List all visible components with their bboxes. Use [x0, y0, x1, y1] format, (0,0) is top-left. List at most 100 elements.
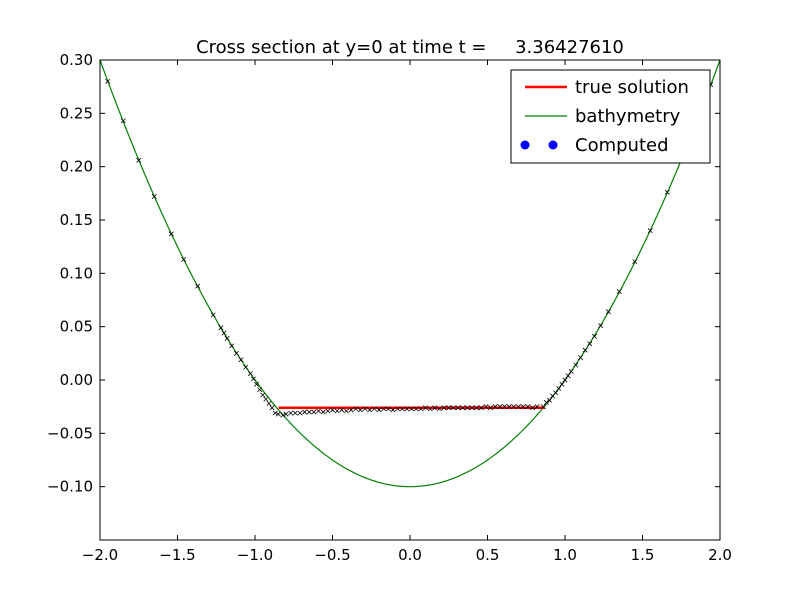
computed-marker	[395, 406, 401, 412]
computed-marker	[316, 408, 322, 414]
computed-marker	[367, 407, 373, 413]
computed-marker	[390, 407, 396, 413]
computed-marker	[543, 399, 549, 405]
computed-marker	[250, 376, 256, 382]
legend-label: true solution	[575, 77, 689, 98]
computed-marker	[218, 325, 224, 331]
computed-marker	[254, 381, 260, 387]
plot-area: −2.0 −1.5 −1.0 −0.5 0.0 0.5 1.0 1.5 2.0 −0.10 −0.0…	[47, 51, 732, 564]
computed-marker	[376, 407, 382, 413]
computed-marker	[371, 406, 377, 412]
computed-marker	[436, 406, 442, 412]
computed-marker	[210, 312, 216, 318]
legend-label: bathymetry	[575, 106, 681, 127]
computed-marker	[413, 406, 419, 412]
computed-marker	[488, 405, 494, 411]
computed-marker	[306, 409, 312, 415]
computed-marker	[582, 347, 588, 353]
computed-marker	[432, 405, 438, 411]
chart-title: Cross section at y=0 at time t = 3.36427…	[196, 37, 624, 58]
bathymetry-curve	[100, 60, 720, 488]
computed-marker	[540, 404, 546, 410]
computed-marker	[399, 406, 405, 412]
computed-marker	[409, 406, 415, 412]
computed-marker	[120, 118, 126, 124]
computed-marker	[616, 288, 622, 294]
computed-marker	[520, 404, 526, 410]
computed-marker	[647, 228, 653, 234]
x-tick-label: −1.0	[237, 546, 273, 564]
computed-marker	[297, 410, 303, 416]
computed-marker	[492, 404, 498, 410]
x-tick-label: −1.5	[159, 546, 195, 564]
computed-marker	[423, 405, 428, 411]
computed-marker	[224, 335, 230, 341]
computed-marker	[320, 409, 326, 415]
y-tick-label: −0.10	[47, 478, 93, 496]
computed-marker	[260, 392, 266, 398]
computed-marker	[547, 397, 552, 403]
computed-marker	[266, 400, 272, 406]
y-tick-label: 0.25	[60, 104, 93, 122]
computed-marker	[229, 343, 235, 349]
y-tick-label: 0.00	[60, 371, 93, 389]
computed-marker	[269, 405, 275, 411]
x-tick-label: 1.0	[553, 546, 577, 564]
y-tick-label: 0.15	[60, 211, 93, 229]
computed-marker	[534, 404, 540, 410]
computed-marker	[553, 390, 559, 396]
computed-marker	[272, 410, 278, 416]
computed-marker	[529, 405, 535, 411]
computed-marker	[404, 406, 410, 412]
computed-marker	[474, 405, 480, 411]
computed-marker	[263, 396, 269, 402]
computed-marker	[311, 409, 317, 415]
computed-marker	[525, 404, 531, 410]
y-tick-label: 0.20	[60, 158, 93, 176]
computed-marker	[591, 333, 597, 339]
computed-marker	[151, 194, 157, 200]
computed-marker	[243, 364, 249, 370]
computed-marker	[195, 283, 201, 289]
computed-marker	[632, 259, 638, 265]
computed-marker	[302, 409, 308, 415]
computed-marker	[280, 412, 286, 418]
computed-marker	[257, 387, 263, 393]
computed-marker	[556, 386, 562, 392]
computed-marker	[136, 157, 142, 163]
x-tick-label: 1.5	[631, 546, 655, 564]
computed-marker	[511, 404, 517, 410]
computed-marker	[578, 355, 583, 361]
x-tick-label: −0.5	[314, 546, 350, 564]
computed-marker	[427, 406, 433, 412]
computed-marker	[455, 405, 461, 411]
computed-marker	[446, 405, 452, 411]
computed-marker	[450, 405, 456, 411]
computed-marker	[348, 407, 354, 413]
computed-marker	[664, 189, 670, 195]
computed-marker	[247, 371, 253, 377]
x-tick-label: −2.0	[82, 546, 118, 564]
y-tick-label: 0.30	[60, 51, 93, 69]
computed-marker	[605, 309, 611, 315]
y-tick-label: 0.10	[60, 264, 93, 282]
x-tick-label: 0.0	[398, 546, 422, 564]
y-tick-label: −0.05	[47, 424, 93, 442]
computed-marker	[343, 408, 349, 414]
computed-marker	[506, 404, 512, 410]
computed-marker	[381, 406, 387, 412]
computed-marker	[288, 410, 294, 416]
computed-marker	[418, 406, 424, 412]
computed-marker	[573, 362, 579, 368]
computed-marker	[441, 405, 447, 411]
computed-marker	[362, 406, 368, 412]
computed-marker	[233, 350, 239, 356]
computed-marker	[464, 405, 470, 411]
computed-marker	[568, 368, 574, 374]
computed-marker	[587, 341, 593, 347]
computed-marker	[559, 381, 565, 387]
computed-marker	[469, 405, 475, 411]
legend-swatch-computed-dot	[520, 140, 530, 150]
computed-marker	[275, 411, 281, 417]
